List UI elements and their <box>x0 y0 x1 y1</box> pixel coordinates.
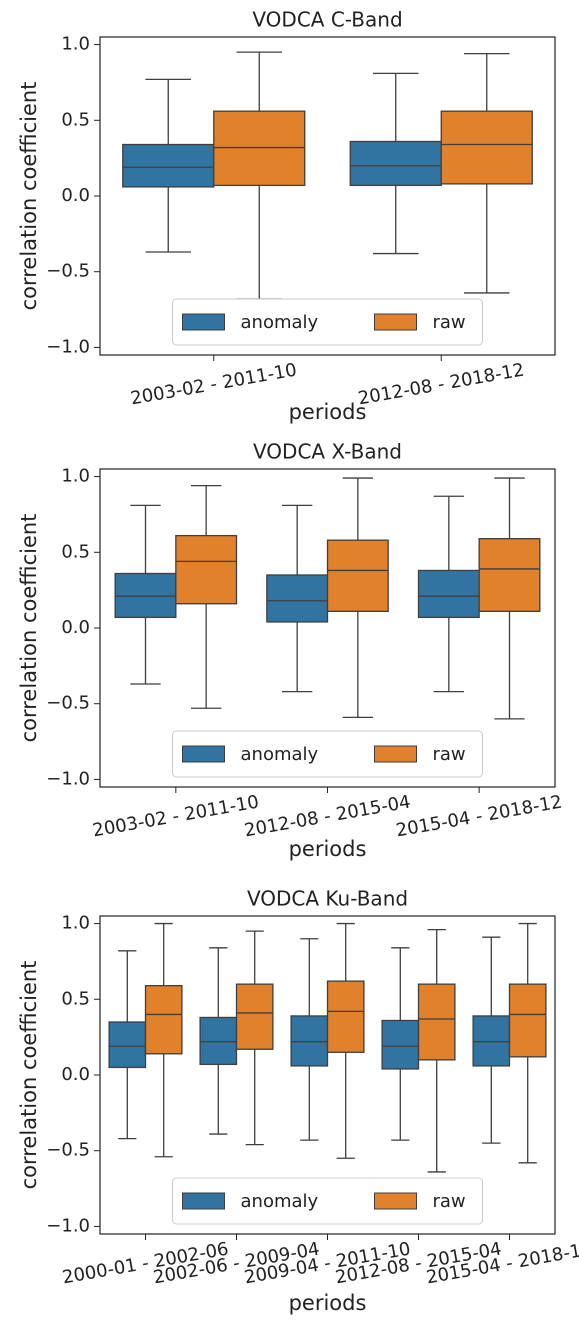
chart-title: VODCA C-Band <box>252 8 402 32</box>
legend-swatch <box>374 1192 417 1210</box>
y-tick-label: −0.5 <box>46 693 90 714</box>
box <box>144 985 183 1055</box>
legend-label: raw <box>433 312 466 333</box>
plot-frame <box>99 468 556 788</box>
y-tick-label: 0.5 <box>61 109 90 130</box>
legend-label: anomaly <box>241 312 319 333</box>
y-tick-label: −1.0 <box>46 768 90 789</box>
box <box>213 110 306 187</box>
x-tick-label: 2015-04 - 2018-12 <box>425 1239 579 1289</box>
x-tick-label: 2012-08 - 2015-04 <box>243 792 412 842</box>
y-axis-label: correlation coefficient <box>17 514 41 743</box>
x-tick-label: 2003-02 - 2011-10 <box>91 792 260 842</box>
y-tick-label: 1.0 <box>61 466 90 487</box>
legend <box>172 1177 483 1225</box>
box <box>175 534 238 605</box>
legend-swatch <box>374 313 417 331</box>
box <box>114 572 177 619</box>
legend-label: anomaly <box>241 744 319 765</box>
x-axis-label: periods <box>289 400 367 424</box>
box <box>266 574 329 623</box>
y-tick-label: 1.0 <box>61 34 90 55</box>
box <box>440 110 533 185</box>
x-tick-label: 2015-04 - 2018-12 <box>394 792 563 842</box>
box <box>472 1015 511 1067</box>
y-axis-label: correlation coefficient <box>17 82 41 311</box>
legend-swatch <box>182 745 225 763</box>
plot-frame <box>99 915 556 1235</box>
y-tick-label: −0.5 <box>46 261 90 282</box>
legend-label: raw <box>433 744 466 765</box>
box <box>290 1015 329 1067</box>
legend-swatch <box>182 1192 225 1210</box>
y-tick-label: 1.0 <box>61 913 90 934</box>
y-axis-label: correlation coefficient <box>17 961 41 1190</box>
box <box>381 1019 420 1070</box>
x-axis-label: periods <box>289 1291 367 1315</box>
plot-frame <box>99 36 556 356</box>
box <box>326 539 389 612</box>
box <box>417 983 456 1061</box>
box <box>108 1021 147 1069</box>
y-tick-label: −1.0 <box>46 336 90 357</box>
box <box>349 140 442 187</box>
box <box>326 980 365 1053</box>
y-tick-label: 0.0 <box>61 617 90 638</box>
y-tick-label: 0.5 <box>61 541 90 562</box>
box <box>235 983 274 1050</box>
box <box>478 538 541 612</box>
legend-label: raw <box>433 1191 466 1212</box>
y-tick-label: 0.0 <box>61 1064 90 1085</box>
x-tick-label: 2003-02 - 2011-10 <box>129 360 298 410</box>
x-axis-label: periods <box>289 837 367 861</box>
legend <box>172 298 483 346</box>
y-tick-label: 0.5 <box>61 988 90 1009</box>
x-tick-label: 2012-08 - 2018-12 <box>356 360 525 410</box>
legend-label: anomaly <box>241 1191 319 1212</box>
y-tick-label: −0.5 <box>46 1140 90 1161</box>
chart-title: VODCA X-Band <box>253 440 402 464</box>
box <box>122 143 215 188</box>
y-tick-label: −1.0 <box>46 1215 90 1236</box>
box <box>417 569 480 619</box>
legend-swatch <box>182 313 225 331</box>
chart-title: VODCA Ku-Band <box>247 887 408 911</box>
legend-swatch <box>374 745 417 763</box>
box <box>199 1016 238 1066</box>
legend <box>172 730 483 778</box>
y-tick-label: 0.0 <box>61 185 90 206</box>
box <box>508 983 547 1058</box>
